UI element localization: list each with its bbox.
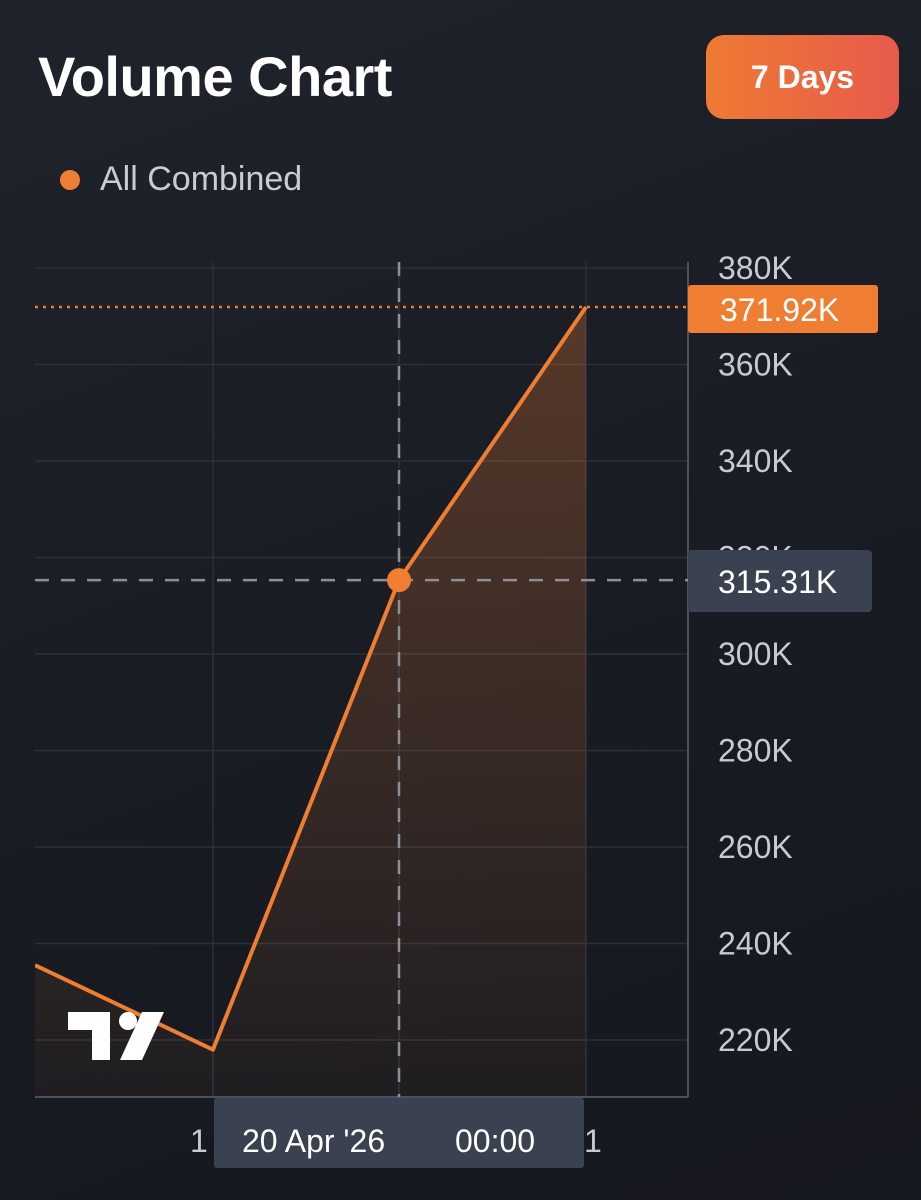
y-tick-label: 300K (718, 636, 793, 672)
x-tick-label: 1 (584, 1123, 602, 1159)
time-range-button[interactable]: 7 Days (706, 35, 899, 119)
chart-legend: All Combined (60, 160, 302, 199)
y-tick-label: 360K (718, 347, 793, 383)
page-title: Volume Chart (38, 45, 392, 108)
crosshair-date-tag (214, 1098, 584, 1168)
x-tick-label: 1 (190, 1123, 208, 1159)
last-value-tag (688, 285, 878, 333)
logo-part (68, 1012, 110, 1060)
crosshair-value-tag (688, 550, 872, 612)
y-tick-label: 220K (718, 1022, 793, 1058)
series-line (35, 305, 588, 1052)
crosshair-point-marker[interactable] (387, 568, 411, 593)
legend-marker-icon (60, 169, 80, 190)
last-value-label: 371.92K (720, 292, 839, 328)
y-tick-label: 340K (718, 443, 793, 479)
legend-label: All Combined (100, 160, 303, 198)
series-area (35, 306, 586, 1098)
crosshair-value-label: 315.31K (718, 564, 837, 600)
y-tick-label: 260K (718, 829, 793, 865)
y-tick-label: 280K (718, 733, 793, 769)
crosshair-date-label: 20 Apr '26 (242, 1123, 385, 1159)
y-tick-label: 380K (718, 250, 793, 286)
y-tick-label: 240K (718, 926, 793, 962)
tradingview-logo-icon (68, 1012, 164, 1060)
logo-part (119, 1012, 137, 1030)
logo-part (120, 1012, 164, 1060)
crosshair-time-label: 00:00 (455, 1123, 535, 1159)
